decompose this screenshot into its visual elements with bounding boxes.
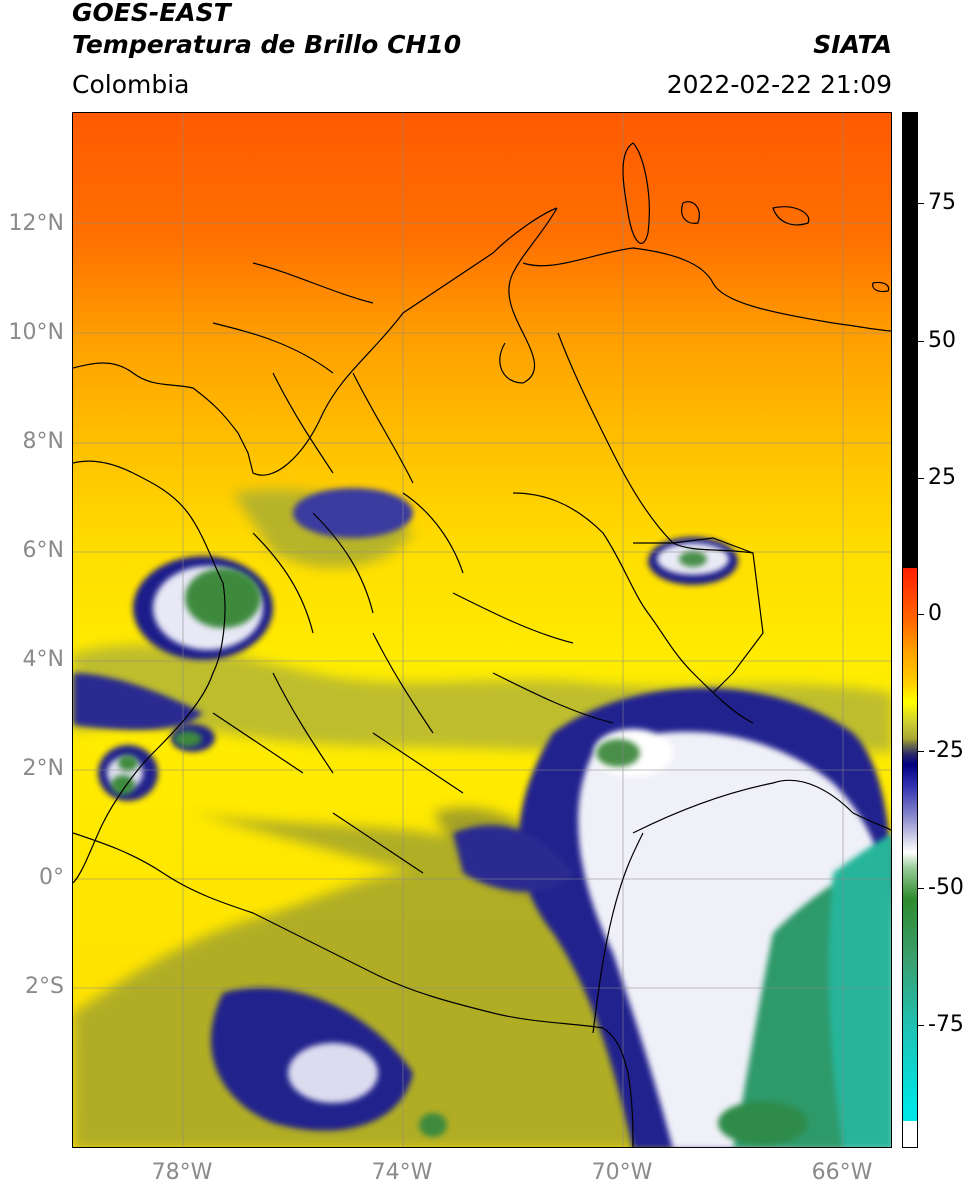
coastlines-and-borders bbox=[73, 142, 891, 1147]
colorbar-tick bbox=[918, 751, 924, 752]
brightness-temperature-field bbox=[73, 113, 891, 1147]
lat-label-6n: 6°N bbox=[22, 538, 64, 563]
colorbar-label-50: 50 bbox=[928, 328, 956, 353]
colorbar-tick bbox=[918, 888, 924, 889]
colorbar-tick bbox=[918, 478, 924, 479]
coldest-cloud-cores bbox=[111, 551, 891, 1147]
colorbar-label-minus75: -75 bbox=[928, 1012, 964, 1037]
title-product: Temperatura de Brillo CH10 bbox=[72, 30, 462, 59]
lon-label-74w: 74°W bbox=[371, 1160, 433, 1185]
colorbar-tick bbox=[918, 341, 924, 342]
colorbar-label-minus25: -25 bbox=[928, 738, 964, 763]
lat-label-2s: 2°S bbox=[25, 974, 64, 999]
lat-label-0: 0° bbox=[39, 865, 64, 890]
colorbar-tick bbox=[918, 203, 924, 204]
temperature-colorbar bbox=[902, 112, 918, 1148]
colorbar-label-minus50: -50 bbox=[928, 875, 964, 900]
satellite-map bbox=[72, 112, 892, 1148]
colorbar-label-0: 0 bbox=[928, 601, 942, 626]
lat-label-2n: 2°N bbox=[22, 756, 64, 781]
colorbar-label-25: 25 bbox=[928, 465, 956, 490]
colorbar-tick bbox=[918, 614, 924, 615]
region-label: Colombia bbox=[72, 70, 190, 99]
lon-label-66w: 66°W bbox=[811, 1160, 873, 1185]
title-satellite: GOES-EAST bbox=[72, 0, 231, 27]
colorbar-tick bbox=[918, 1025, 924, 1026]
lat-label-12n: 12°N bbox=[8, 211, 64, 236]
colorbar-label-75: 75 bbox=[928, 190, 956, 215]
lon-label-78w: 78°W bbox=[151, 1160, 213, 1185]
lat-label-10n: 10°N bbox=[8, 320, 64, 345]
lat-label-8n: 8°N bbox=[22, 429, 64, 454]
source-label: SIATA bbox=[813, 30, 892, 59]
lon-label-70w: 70°W bbox=[591, 1160, 653, 1185]
lat-label-4n: 4°N bbox=[22, 647, 64, 672]
timestamp-label: 2022-02-22 21:09 bbox=[666, 70, 892, 99]
